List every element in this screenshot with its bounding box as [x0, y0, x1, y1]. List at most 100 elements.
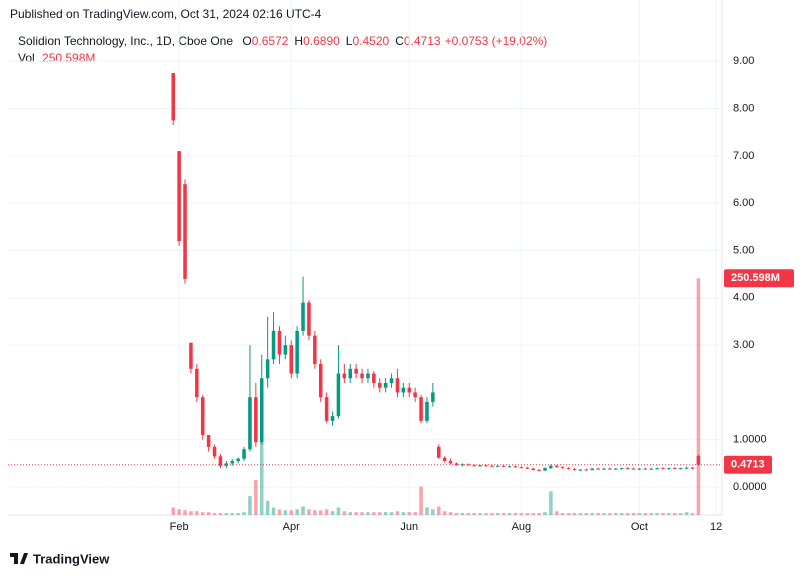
candle-body [596, 468, 600, 470]
candle-body [614, 468, 618, 470]
volume-bar [413, 512, 417, 515]
volume-bar [525, 513, 530, 515]
volume-bar [342, 511, 347, 515]
candle-body [619, 468, 624, 470]
volume-bar [277, 509, 282, 515]
candle-body [572, 469, 577, 471]
candle-body [200, 397, 205, 436]
candle-body [259, 378, 264, 443]
change: +0.0753 (+19.02%) [445, 34, 548, 48]
y-tick-label: 4.00 [733, 292, 754, 304]
volume-bar [667, 513, 671, 515]
volume-bar [254, 480, 258, 515]
candle-body [519, 467, 524, 469]
volume-bar [454, 513, 459, 515]
candle-body [667, 468, 671, 470]
candle-body [277, 330, 282, 355]
symbol: Solidion Technology, Inc., 1D, Cboe One [18, 34, 233, 48]
candle-body [230, 461, 235, 464]
candle-body [413, 392, 417, 398]
candle-body [324, 397, 329, 421]
ohlc-value: 0.6890 [303, 34, 340, 48]
volume-bar [678, 513, 683, 515]
volume-bar [495, 513, 500, 515]
candle-body [555, 465, 559, 468]
volume-bar [236, 513, 240, 515]
volume-bar [566, 513, 571, 515]
candle-body [602, 468, 606, 470]
x-tick-label: Aug [512, 521, 532, 533]
volume-bar [336, 507, 341, 515]
volume-bar [324, 509, 329, 515]
volume-bar [684, 512, 689, 515]
volume-bar [673, 513, 677, 515]
volume-bar [519, 513, 524, 515]
candle-body [295, 330, 299, 374]
volume-bar [431, 509, 435, 515]
candle-body [395, 378, 400, 393]
volume-bar [448, 512, 453, 515]
volume-title: Vol [18, 51, 35, 65]
candle-body [442, 457, 447, 462]
candle-body [684, 467, 689, 469]
volume-bar [377, 512, 382, 515]
volume-bar [537, 513, 541, 515]
candle-body [631, 468, 636, 470]
candle-body [501, 465, 506, 467]
ohlc-value: 0.4520 [352, 34, 389, 48]
last-price-label: 0.4713 [731, 459, 765, 471]
volume-bar [549, 491, 553, 515]
volume-bar [183, 510, 187, 515]
symbol-legend: Solidion Technology, Inc., 1D, Cboe One … [18, 34, 547, 48]
y-tick-label: 8.00 [733, 102, 754, 114]
candle-body [366, 373, 370, 379]
candle-body [407, 387, 412, 393]
logo-icon [10, 553, 28, 564]
ohlc-label: C [395, 34, 404, 48]
candle-body [265, 359, 270, 379]
volume-bar [466, 513, 471, 515]
candle-body [271, 330, 276, 360]
candle-body [342, 373, 347, 379]
candle-body [354, 368, 358, 374]
y-tick-label: 0.0000 [733, 481, 767, 493]
volume-bar [242, 512, 246, 515]
volume-legend: Vol 250.598M [18, 51, 95, 65]
volume-bar [442, 511, 447, 515]
candle-body [206, 435, 211, 447]
candle-body [537, 470, 541, 472]
candle-body [490, 465, 494, 467]
candle-body [678, 468, 683, 470]
candle-body [313, 335, 317, 365]
x-tick-label: Oct [631, 521, 648, 533]
candle-body [360, 373, 364, 379]
candle-body [454, 463, 459, 465]
candle-body [348, 368, 353, 379]
candle-body [242, 449, 246, 459]
y-tick-label: 9.00 [733, 55, 754, 67]
x-tick-label: Apr [283, 521, 300, 533]
candle-body [466, 464, 471, 466]
volume-axis-label: 250.598M [731, 272, 780, 284]
candle-body [218, 456, 223, 466]
candle-body [289, 345, 294, 374]
footer-logo: TradingView [10, 551, 110, 566]
candle-body [377, 382, 382, 388]
volume-bar [643, 513, 648, 515]
candle-body [696, 455, 701, 465]
candle-body [495, 465, 500, 467]
candle-body [330, 416, 335, 421]
x-tick-label: Feb [170, 521, 189, 533]
volume-bar [301, 506, 305, 515]
candle-body [525, 467, 530, 469]
volume-bar [366, 512, 370, 515]
candle-body [448, 461, 453, 464]
y-tick-label: 3.00 [733, 339, 754, 351]
volume-bar [631, 513, 636, 515]
volume-bar [696, 278, 701, 515]
volume-bar [590, 513, 594, 515]
volume-bar [348, 512, 353, 515]
volume-bar [608, 513, 612, 515]
volume-bar [501, 513, 506, 515]
volume-bar [383, 512, 388, 515]
